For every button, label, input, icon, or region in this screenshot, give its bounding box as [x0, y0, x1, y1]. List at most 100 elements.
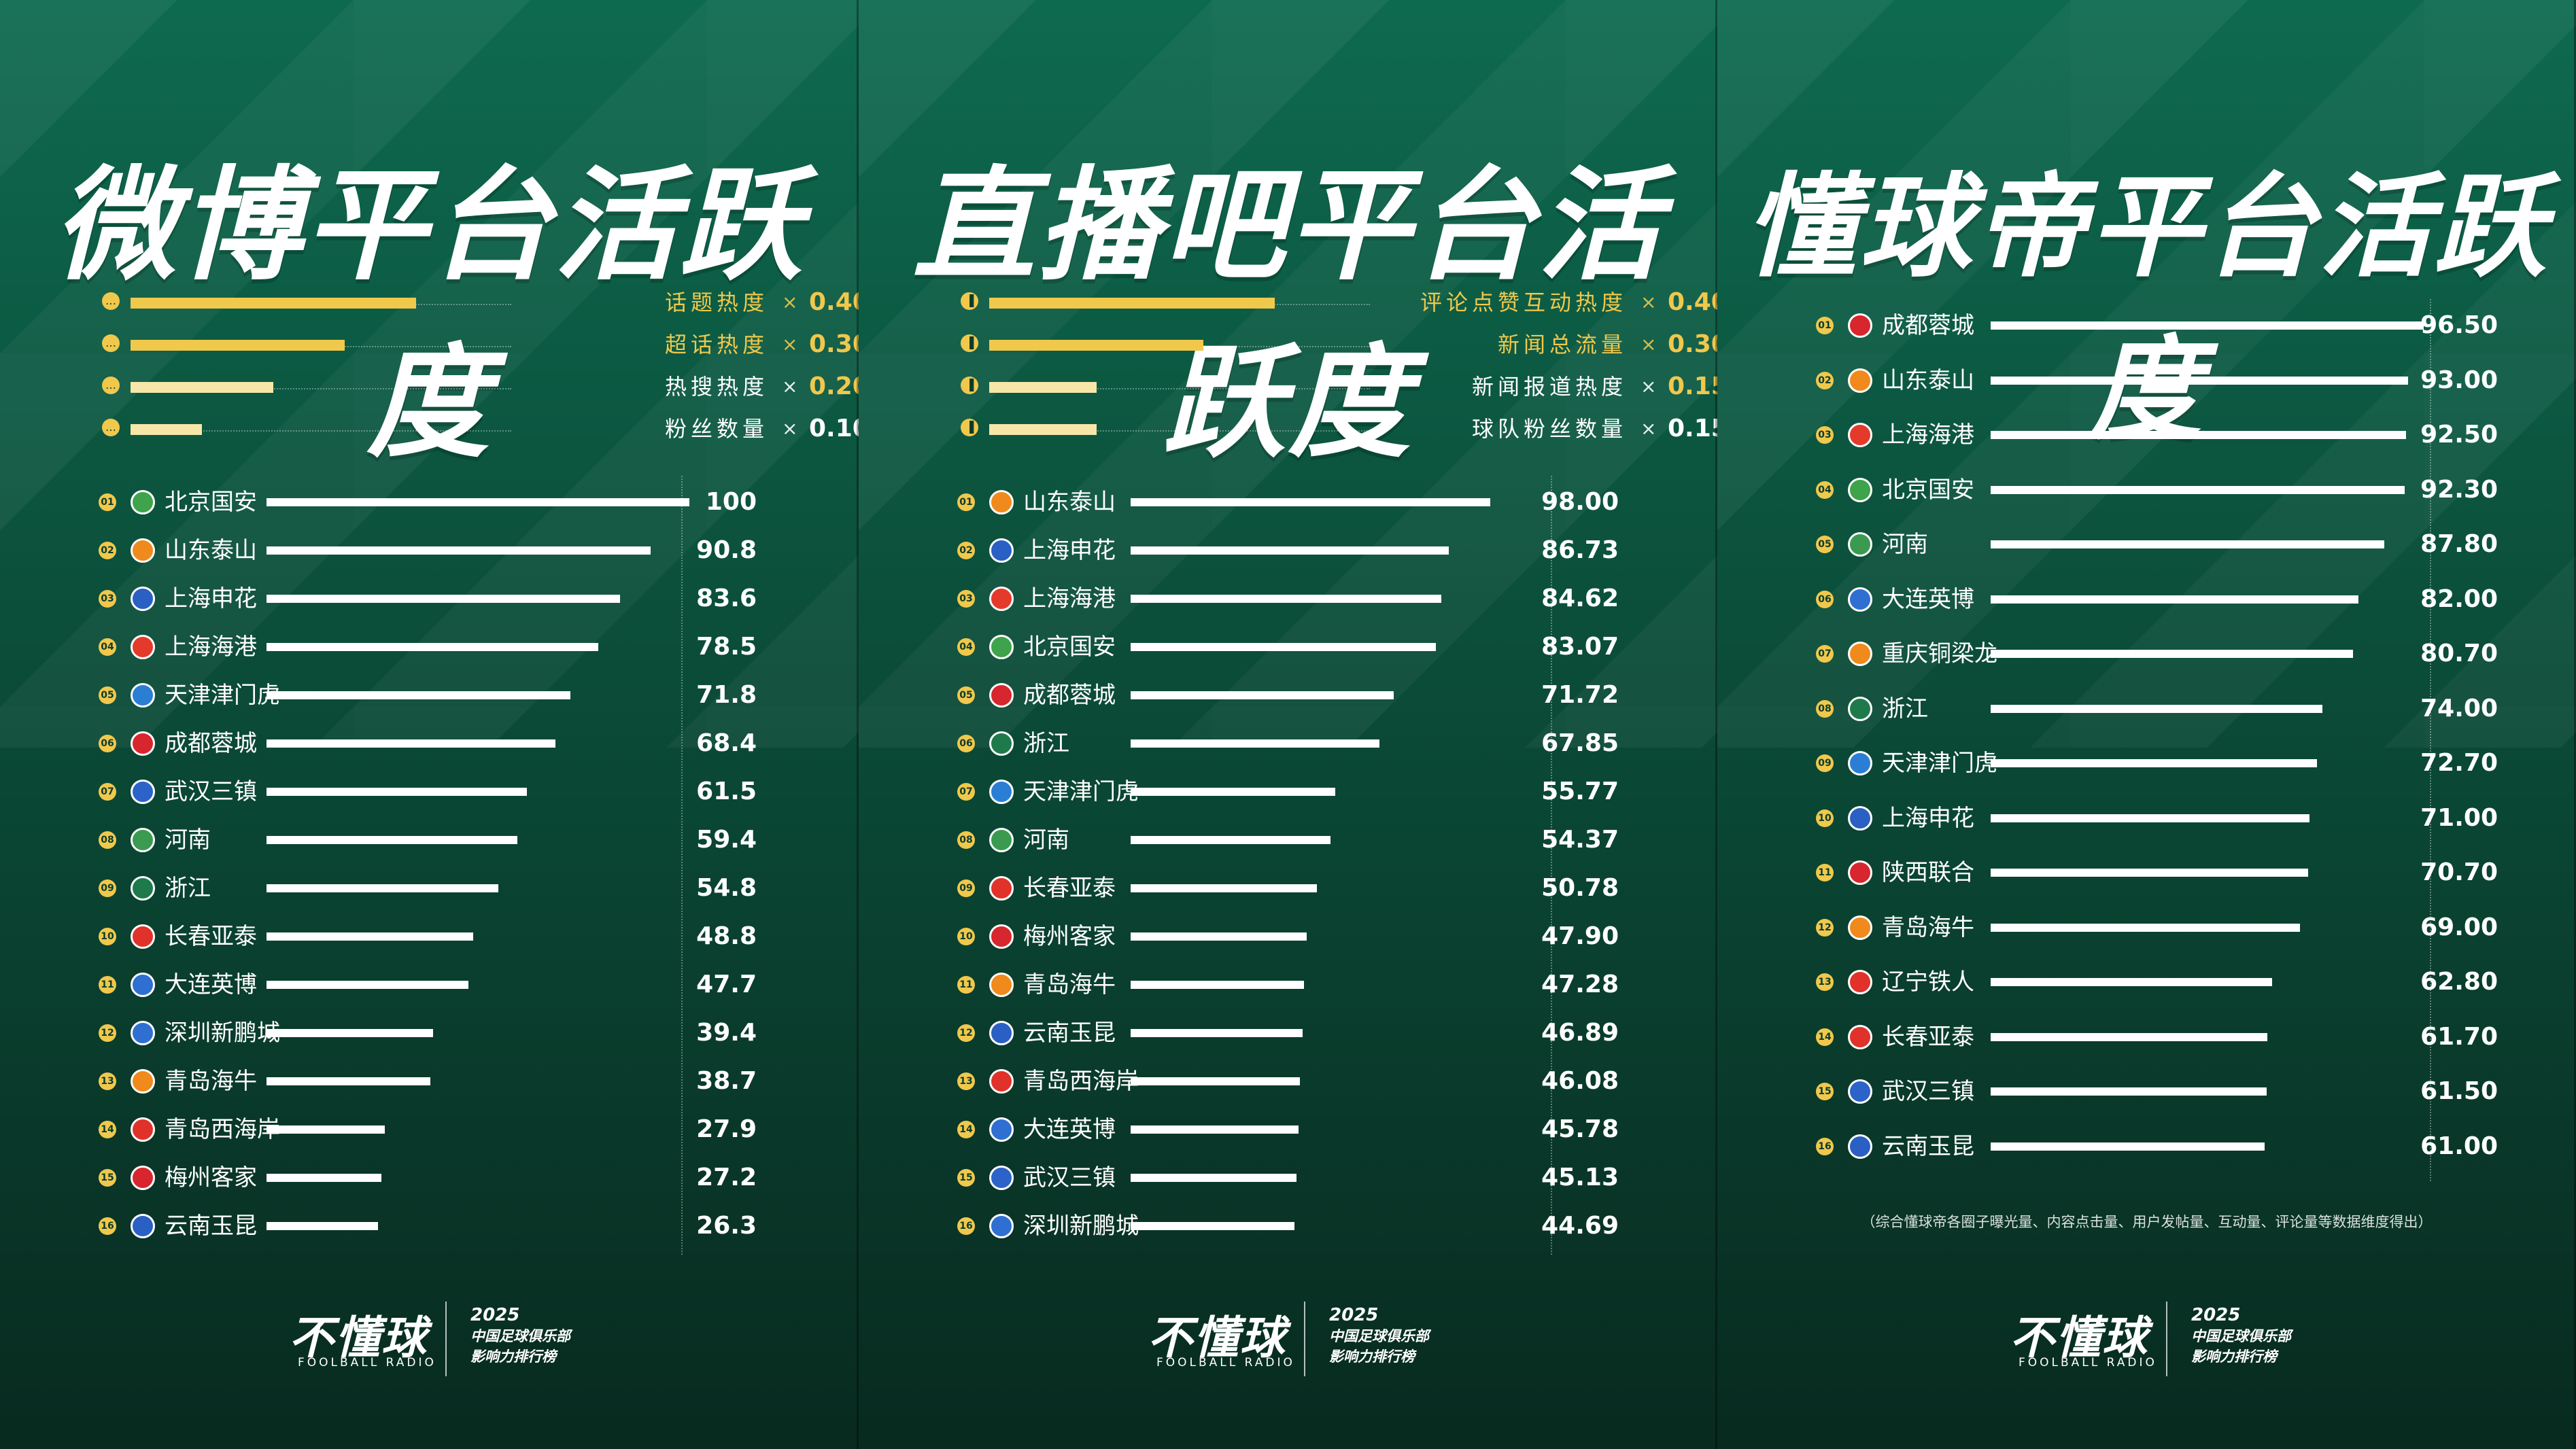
ranking-row: 16 云南玉昆 61.00 [1717, 1130, 2576, 1164]
panel-title: 直播吧平台活跃度 [912, 155, 1664, 474]
rank-badge: 09 [957, 879, 975, 897]
score-value: 45.13 [1541, 1164, 1619, 1191]
ranking-row: 14 长春亚泰 61.70 [1717, 1021, 2576, 1055]
score-value: 45.78 [1541, 1115, 1619, 1143]
ranking-row: 03 上海海港 84.62 [859, 582, 1717, 616]
club-crest-icon [989, 490, 1014, 514]
methodology-note: （综合懂球帝各圈子曝光量、内容点击量、用户发帖量、互动量、评论量等数据维度得出） [1861, 1214, 2433, 1230]
rank-badge: 14 [957, 1121, 975, 1138]
ranking-row: 04 北京国安 83.07 [859, 631, 1717, 665]
bar-chart-icon: ▐ [961, 292, 978, 310]
club-crest-icon [989, 587, 1014, 611]
club-name: 山东泰山 [165, 537, 257, 564]
score-value: 55.77 [1541, 778, 1619, 805]
ranking-row: 05 天津津门虎 71.8 [0, 679, 859, 713]
score-bar [267, 1174, 381, 1182]
ranking-row: 12 云南玉昆 46.89 [859, 1017, 1717, 1051]
club-name: 北京国安 [165, 489, 257, 516]
score-value: 59.4 [696, 826, 757, 854]
club-crest-icon [989, 780, 1014, 804]
club-crest-icon [989, 731, 1014, 756]
score-value: 69.00 [2420, 913, 2498, 941]
footer-line-1: 中国足球俱乐部 [1329, 1328, 1429, 1344]
score-bar [1131, 1125, 1299, 1134]
weight-multiplier: × [1641, 333, 1657, 355]
rank-badge: 09 [1816, 754, 1834, 772]
weight-row: … 超话热度 × 0.30 [102, 331, 859, 358]
rank-badge: 01 [99, 493, 116, 511]
ranking-row: 07 重庆铜梁龙 80.70 [1717, 638, 2576, 671]
club-name: 长春亚泰 [1023, 875, 1116, 902]
club-name: 大连英博 [165, 971, 257, 998]
club-crest-icon [1848, 642, 1872, 666]
score-value: 70.70 [2420, 858, 2498, 886]
bar-chart-icon: ▐ [961, 419, 978, 436]
score-value: 80.70 [2420, 640, 2498, 667]
club-crest-icon [1848, 806, 1872, 831]
score-bar [1991, 978, 2272, 986]
club-name: 成都蓉城 [165, 730, 257, 757]
rank-badge: 15 [957, 1169, 975, 1187]
weight-bar [989, 340, 1203, 351]
club-name: 青岛海牛 [1882, 914, 1974, 941]
weight-track [989, 388, 1370, 389]
club-crest-icon [1848, 313, 1872, 338]
score-bar [267, 498, 689, 506]
club-crest-icon [989, 1214, 1014, 1238]
rank-badge: 16 [957, 1217, 975, 1235]
club-name: 天津津门虎 [1882, 750, 1997, 777]
score-value: 96.50 [2420, 311, 2498, 339]
club-name: 大连英博 [1882, 586, 1974, 613]
rank-badge: 04 [957, 638, 975, 656]
zhibo8-panel: 直播吧平台活跃度 ▐ 评论点赞互动热度 × 0.40 ▐ 新闻总流量 × 0.30 ▐ 新闻报道热… [859, 0, 1717, 1449]
score-bar [1131, 1222, 1294, 1230]
score-value: 92.50 [2420, 421, 2498, 449]
brand-logo: 不懂球 [289, 1312, 428, 1364]
rank-badge: 14 [99, 1121, 116, 1138]
weight-row: ▐ 评论点赞互动热度 × 0.40 [961, 289, 1717, 316]
rank-badge: 03 [99, 590, 116, 608]
weight-label: 超话热度 [664, 332, 768, 357]
score-bar [267, 739, 555, 748]
club-name: 上海海港 [1882, 421, 1974, 449]
weight-bar [989, 424, 1097, 435]
club-name: 大连英博 [1023, 1116, 1116, 1143]
club-name: 青岛海牛 [1023, 971, 1116, 998]
ranking-row: 04 北京国安 92.30 [1717, 474, 2576, 508]
score-bar [1131, 1029, 1303, 1037]
ranking-row: 11 青岛海牛 47.28 [859, 968, 1717, 1002]
value-divider [2430, 299, 2431, 1181]
score-value: 61.70 [2420, 1023, 2498, 1051]
weight-track [131, 388, 511, 389]
club-name: 辽宁铁人 [1882, 968, 1974, 996]
value-divider [1551, 476, 1552, 1255]
score-bar [1991, 650, 2353, 658]
club-crest-icon [1848, 478, 1872, 502]
ranking-row: 10 梅州客家 47.90 [859, 920, 1717, 954]
score-value: 74.00 [2420, 695, 2498, 722]
score-bar [267, 981, 468, 989]
rank-badge: 07 [99, 783, 116, 801]
score-bar [267, 1222, 378, 1230]
score-value: 44.69 [1541, 1212, 1619, 1240]
ranking-row: 13 辽宁铁人 62.80 [1717, 966, 2576, 1000]
club-crest-icon [989, 1166, 1014, 1190]
score-bar [1131, 691, 1394, 699]
footer-line-1: 中国足球俱乐部 [470, 1328, 570, 1344]
score-value: 50.78 [1541, 874, 1619, 902]
chat-icon: … [102, 334, 120, 352]
rank-badge: 08 [99, 831, 116, 849]
rank-badge: 06 [1816, 591, 1834, 608]
rank-badge: 02 [957, 542, 975, 559]
weight-label: 球队粉丝数量 [1471, 416, 1627, 442]
score-value: 68.4 [696, 729, 757, 757]
rank-badge: 03 [1816, 426, 1834, 444]
score-value: 71.8 [696, 681, 757, 709]
ranking-row: 03 上海海港 92.50 [1717, 419, 2576, 453]
score-bar [1991, 540, 2384, 548]
brand-logo-sub: FOOLBALL RADIO [298, 1356, 436, 1369]
rank-badge: 11 [1816, 864, 1834, 881]
weight-label: 新闻报道热度 [1471, 374, 1627, 400]
score-bar [1991, 595, 2358, 604]
score-value: 39.4 [696, 1019, 757, 1047]
